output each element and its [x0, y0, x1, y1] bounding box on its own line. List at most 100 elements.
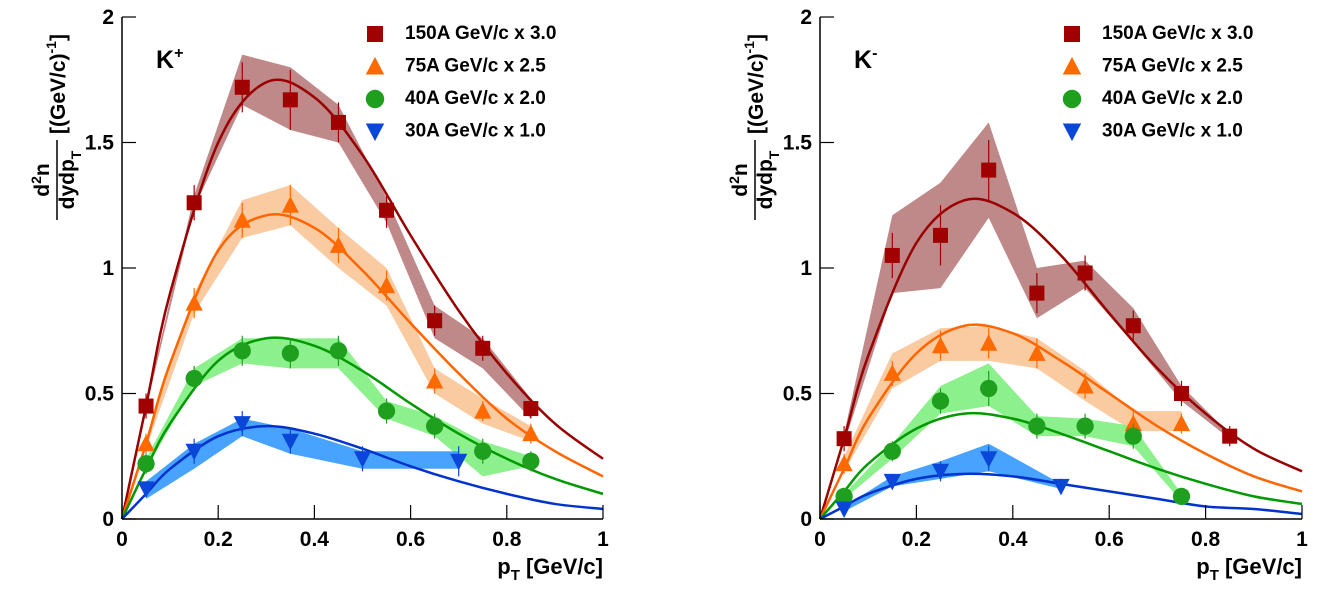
x-label-sub: T: [511, 567, 520, 584]
y-tick-label: 1: [800, 257, 812, 280]
legend-marker: [1062, 89, 1082, 109]
y-label-unit-sup: -1: [741, 41, 757, 54]
y-label-num-sup: 2: [726, 176, 742, 184]
marker: [377, 276, 396, 294]
legend-marker: [1062, 123, 1082, 142]
y-label-unit-main: [(GeV/c): [47, 53, 70, 134]
marker: [1172, 414, 1191, 432]
legend-label: 40A GeV/c x 2.0: [405, 88, 546, 109]
marker: [883, 364, 901, 381]
y-label-num-sup: 2: [28, 176, 44, 184]
legend-label: 40A GeV/c x 2.0: [1102, 88, 1243, 109]
fit-curve: [121, 424, 604, 520]
y-axis-label: d2n dydpT [(GeV/c)-1]: [28, 34, 84, 220]
y-tick-label: 1.5: [783, 132, 813, 155]
legend-label: 30A GeV/c x 1.0: [1102, 121, 1243, 142]
legend-marker: [365, 56, 385, 75]
marker: [980, 379, 998, 398]
y-label-den-sub: T: [766, 150, 782, 159]
uncertainty-band: [146, 418, 459, 499]
marker: [1125, 318, 1141, 334]
y-label-unit-end: ]: [745, 34, 768, 41]
legend-marker: [367, 26, 383, 42]
marker: [281, 196, 299, 213]
panel-label: K-: [854, 45, 877, 74]
x-label-sub: T: [1210, 567, 1219, 584]
marker: [933, 227, 948, 243]
marker: [1029, 285, 1045, 301]
marker: [1076, 376, 1094, 394]
marker: [330, 114, 346, 130]
marker: [234, 79, 250, 95]
panel-label: K+: [156, 45, 183, 74]
y-label-unit-sup: -1: [43, 41, 59, 54]
y-axis-label: d2n dydpT [(GeV/c)-1]: [726, 34, 782, 220]
y-label-num-end: n: [729, 163, 752, 176]
x-label-main: p: [1196, 554, 1209, 579]
legend-marker: [365, 89, 385, 109]
marker: [474, 442, 492, 460]
y-tick-label: 0: [800, 508, 812, 531]
marker: [137, 434, 155, 452]
legend-marker: [365, 123, 385, 142]
x-tick-label: 0.6: [1095, 528, 1124, 551]
x-label-main: p: [497, 554, 510, 579]
y-tick-label: 0.5: [85, 383, 115, 406]
panel-label-main: K: [156, 46, 174, 74]
x-tick-label: 0: [814, 528, 826, 551]
x-tick-label: 0.4: [998, 528, 1028, 551]
x-tick-label: 0.8: [1191, 528, 1221, 551]
marker: [474, 402, 492, 419]
marker: [1222, 428, 1238, 444]
y-label-unit-main: [(GeV/c): [745, 53, 768, 134]
marker: [233, 342, 251, 360]
fit-curve: [120, 213, 604, 520]
marker: [523, 401, 539, 417]
marker: [282, 92, 298, 108]
legend-label: 30A GeV/c x 1.0: [405, 121, 546, 142]
marker: [931, 336, 950, 354]
panel-label-sup: +: [174, 45, 183, 62]
y-tick-label: 2: [800, 6, 812, 29]
y-label-den-sub: T: [68, 150, 84, 159]
y-tick-label: 2: [102, 6, 114, 29]
y-label-unit: [(GeV/c)-1]: [741, 34, 768, 134]
x-tick-label: 0.6: [396, 528, 425, 551]
y-label-unit: [(GeV/c)-1]: [43, 34, 70, 134]
marker: [980, 451, 998, 468]
marker: [137, 481, 155, 498]
y-label-den: dydpT: [56, 150, 84, 209]
marker: [883, 473, 901, 491]
marker: [931, 463, 950, 481]
marker: [883, 442, 901, 460]
fit-curve: [120, 78, 604, 520]
x-tick-label: 0.4: [300, 528, 330, 551]
marker: [1028, 344, 1046, 361]
marker: [835, 487, 853, 506]
marker: [1077, 265, 1093, 281]
marker: [329, 236, 348, 253]
marker: [522, 424, 540, 442]
marker: [281, 344, 299, 362]
marker: [835, 501, 853, 518]
legend-marker: [1062, 56, 1082, 75]
marker: [353, 451, 372, 468]
y-label-den-main: dydp: [56, 159, 79, 209]
x-tick-label: 0: [116, 528, 128, 551]
legend-marker: [1064, 26, 1080, 42]
uncertainty-band: [844, 443, 1061, 512]
marker: [138, 398, 154, 414]
x-tick-label: 0.2: [204, 528, 233, 551]
marker: [1028, 417, 1046, 435]
y-label-num-d: d: [31, 184, 54, 197]
marker: [185, 443, 203, 461]
marker: [981, 162, 997, 178]
marker: [450, 453, 468, 471]
y-label-den-main: dydp: [754, 159, 777, 209]
x-label-unit: [GeV/c]: [520, 554, 603, 579]
x-tick-label: 0.2: [902, 528, 931, 551]
y-label-num: d2n: [726, 163, 752, 196]
marker: [1124, 414, 1142, 432]
x-axis-label: pT [GeV/c]: [497, 554, 603, 584]
marker: [522, 452, 540, 470]
